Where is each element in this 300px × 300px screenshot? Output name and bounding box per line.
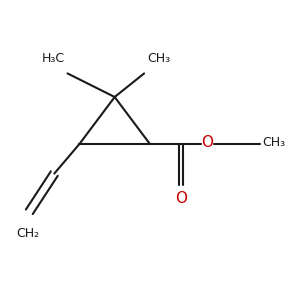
Text: CH₃: CH₃ — [262, 136, 285, 149]
Text: CH₃: CH₃ — [147, 52, 170, 64]
Text: H₃C: H₃C — [41, 52, 64, 64]
Text: O: O — [175, 191, 187, 206]
Text: CH₂: CH₂ — [16, 226, 39, 240]
Text: O: O — [201, 135, 213, 150]
